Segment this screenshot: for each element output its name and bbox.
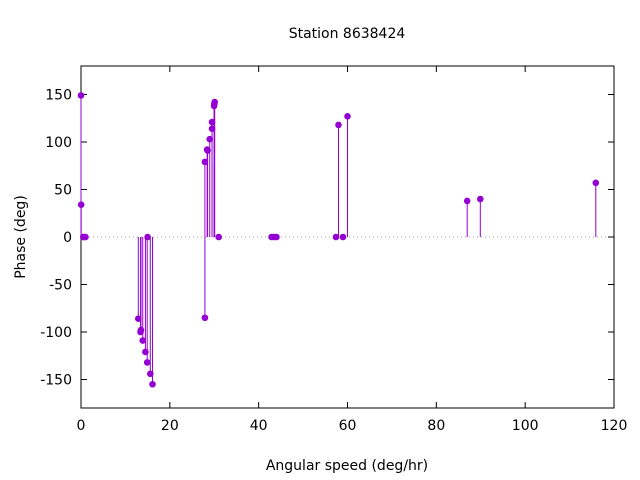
data-point	[146, 370, 154, 378]
data-point	[139, 337, 147, 344]
data-point	[339, 233, 347, 241]
data-point	[215, 233, 222, 241]
data-point	[211, 98, 218, 106]
data-point	[77, 201, 85, 208]
x-tick-label: 100	[512, 418, 539, 434]
data-point	[137, 326, 145, 334]
y-tick-label: 50	[54, 183, 72, 199]
data-point	[143, 359, 151, 366]
data-point	[463, 197, 471, 205]
y-tick-label: -150	[40, 373, 72, 389]
data-marks	[77, 92, 600, 388]
data-point	[201, 314, 209, 322]
y-tick-label: 100	[45, 135, 72, 151]
data-point	[273, 233, 280, 241]
data-point	[149, 380, 156, 388]
chart-title: Station 8638424	[289, 26, 406, 42]
data-point	[82, 233, 89, 241]
y-axis-label: Phase (deg)	[13, 195, 29, 279]
y-tick-label: -100	[40, 325, 72, 341]
x-axis-label: Angular speed (deg/hr)	[266, 458, 428, 474]
x-tick-label: 120	[601, 418, 628, 434]
data-point	[134, 315, 142, 323]
data-point	[344, 113, 351, 120]
y-tick-label: -50	[49, 278, 72, 294]
data-point	[142, 348, 149, 356]
data-point	[335, 121, 342, 129]
data-point	[477, 195, 484, 203]
y-tick-label: 0	[63, 230, 72, 246]
data-point	[206, 135, 214, 143]
x-tick-label: 80	[427, 418, 445, 434]
x-tick-label: 20	[161, 418, 179, 434]
x-tick-label: 60	[339, 418, 357, 434]
x-tick-label: 40	[250, 418, 268, 434]
data-point	[77, 92, 85, 99]
axes: 0 20 40 60 80 100 120 -150 -100 -50 0 50 100 150	[40, 65, 628, 434]
x-tick-label: 0	[77, 418, 86, 434]
data-point	[144, 233, 151, 241]
data-point	[201, 158, 209, 166]
data-point	[332, 233, 340, 241]
y-tick-label: 150	[45, 88, 72, 104]
data-point	[592, 179, 600, 187]
